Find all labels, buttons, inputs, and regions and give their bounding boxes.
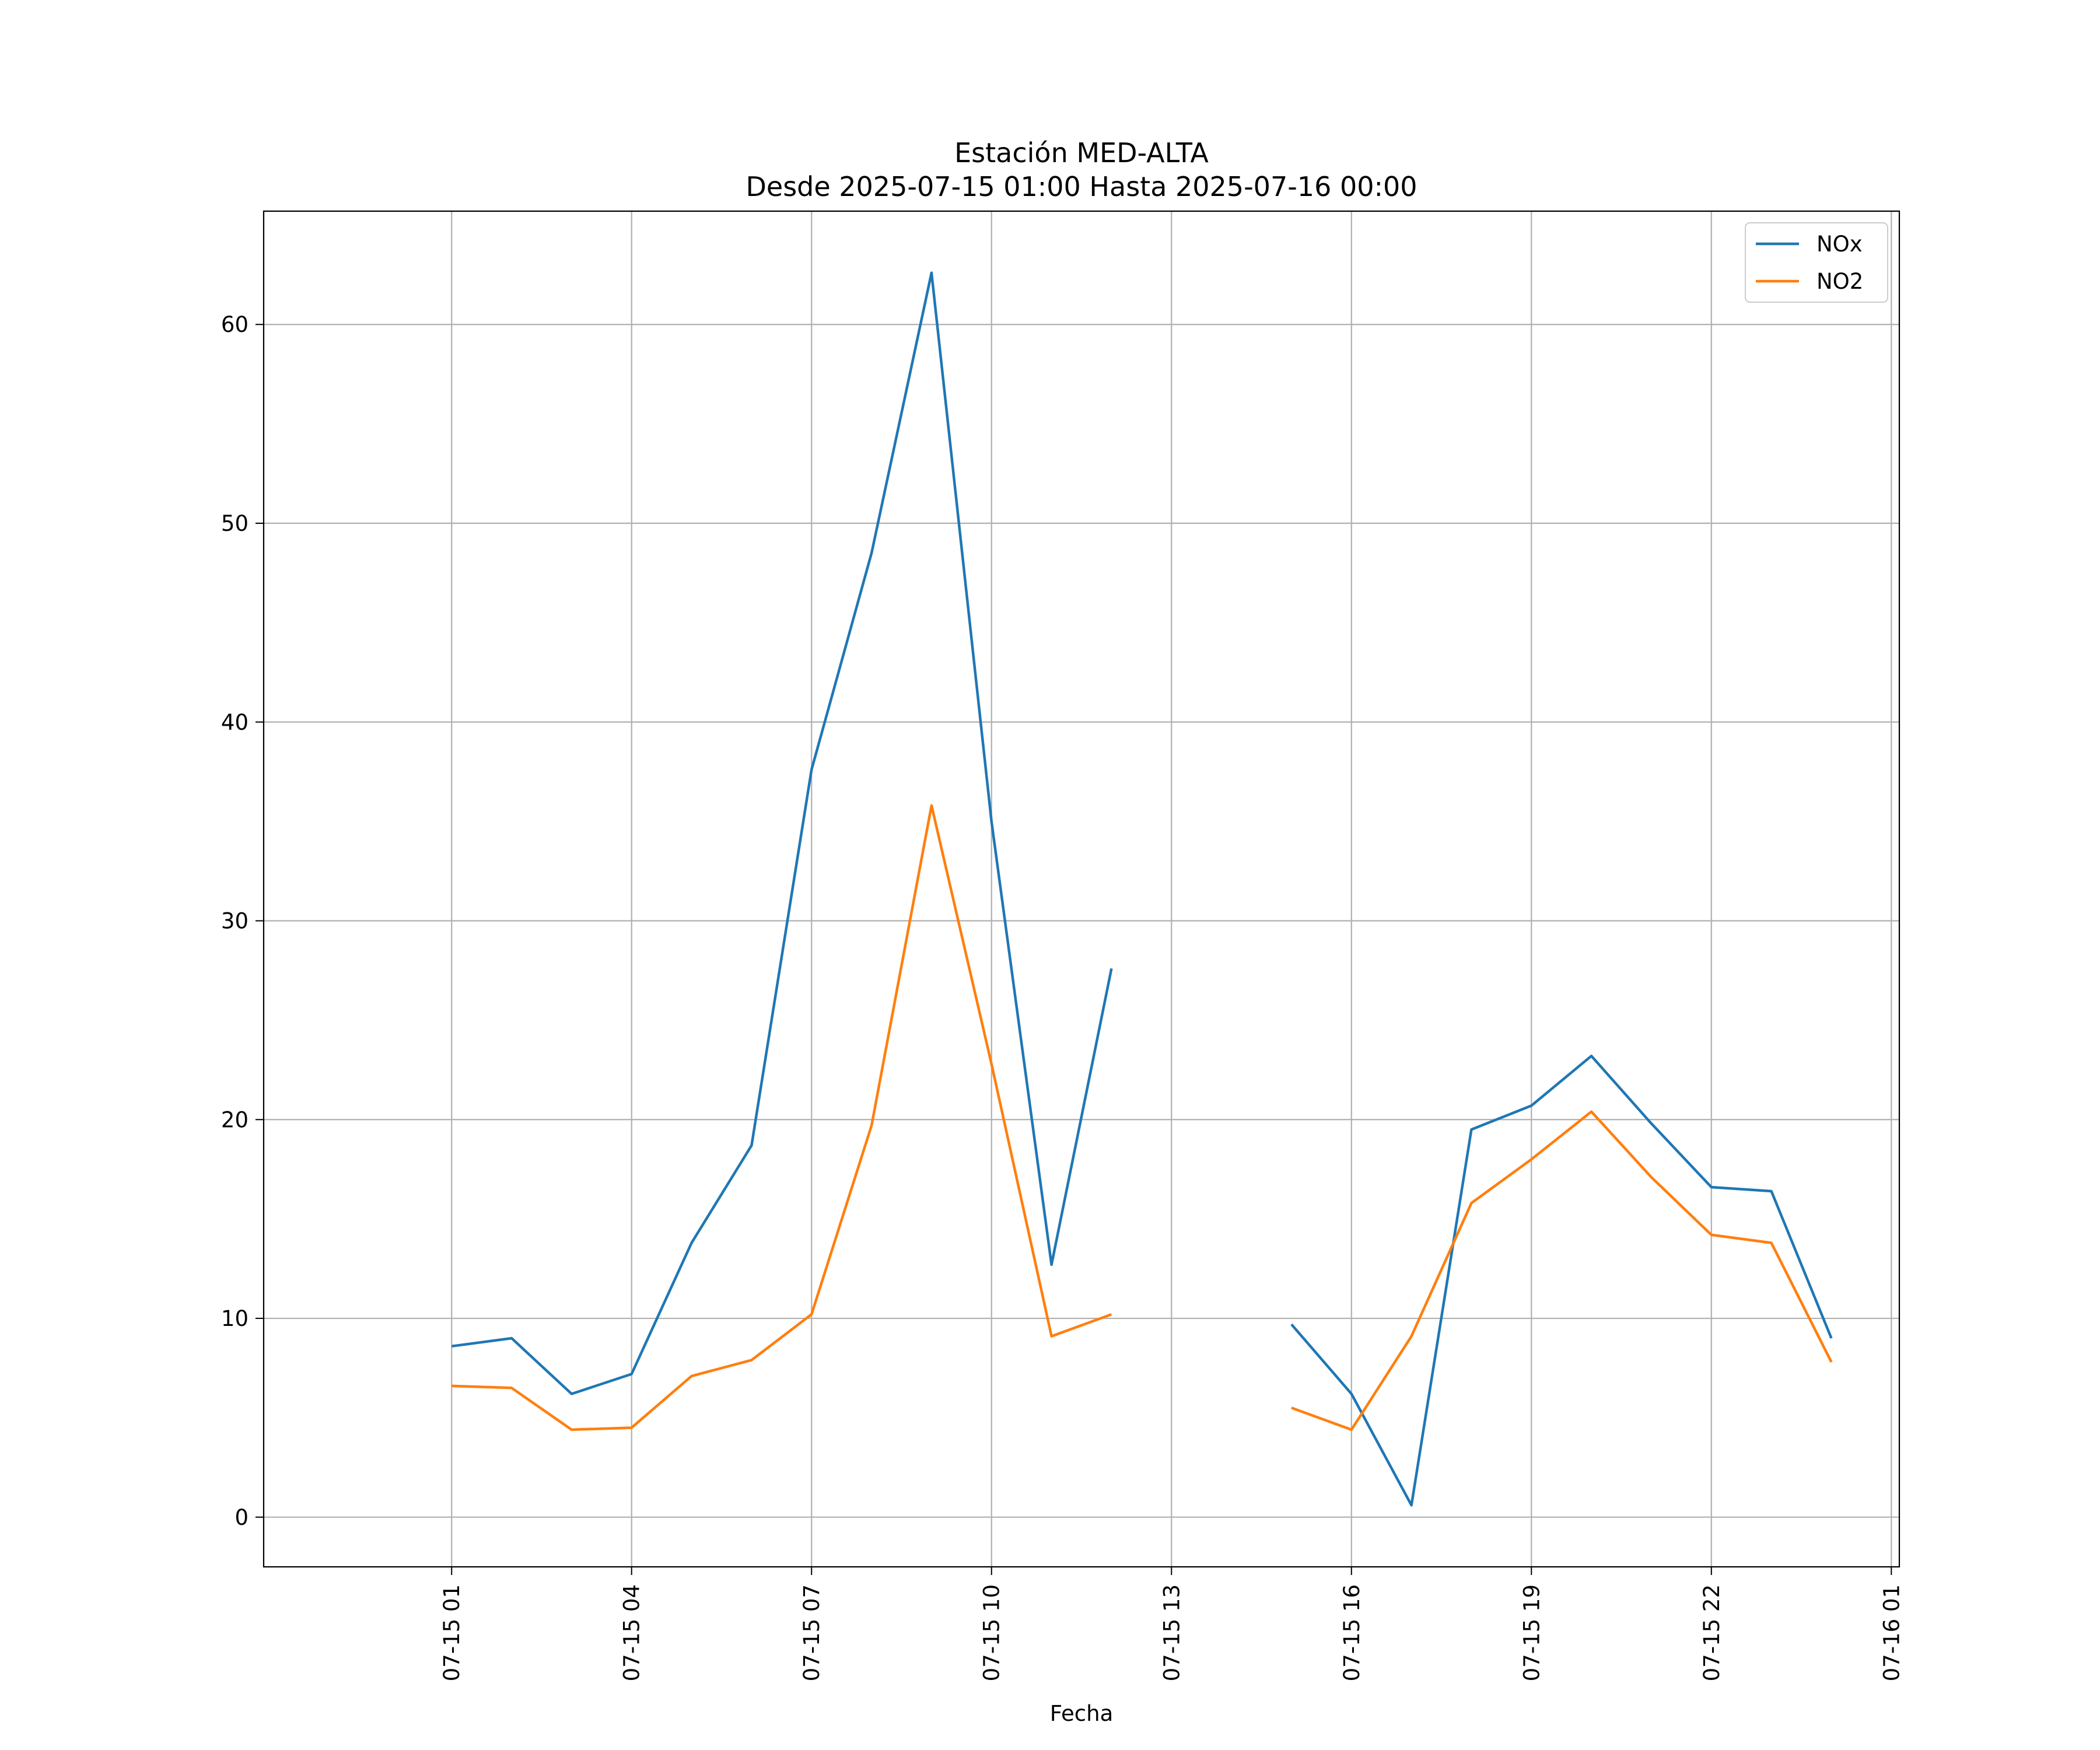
series-line-nox (451, 271, 1113, 1395)
axes (262, 210, 1901, 1568)
y-tick-label: 40 (221, 710, 249, 735)
series-lines (451, 271, 1833, 1507)
y-tick-label: 10 (221, 1306, 249, 1331)
x-tick-label: 07-15 07 (799, 1584, 824, 1681)
y-axis-ticks: 0 10 20 30 40 50 60 (221, 312, 264, 1530)
y-tick-label: 30 (221, 909, 249, 934)
y-tick-label: 0 (235, 1505, 249, 1530)
grid (264, 211, 1899, 1567)
series-line-no2 (452, 804, 1112, 1432)
x-tick-label: 07-15 10 (979, 1584, 1005, 1681)
legend-label-nox: NOx (1817, 232, 1863, 257)
x-tick-label: 07-15 16 (1339, 1584, 1364, 1681)
series-line-nox (1290, 1054, 1833, 1507)
plot-frame (262, 210, 1901, 1568)
chart-subtitle: Desde 2025-07-15 01:00 Hasta 2025-07-16 … (746, 171, 1417, 202)
x-tick-label: 07-15 01 (439, 1584, 464, 1681)
y-tick-label: 50 (221, 511, 249, 536)
chart-title: Estación MED-ALTA (954, 137, 1209, 169)
x-tick-label: 07-15 22 (1699, 1584, 1724, 1681)
y-tick-label: 20 (221, 1107, 249, 1132)
series-line-no2 (1291, 1110, 1833, 1432)
x-axis-label: Fecha (1050, 1701, 1114, 1726)
x-tick-label: 07-15 19 (1519, 1584, 1544, 1681)
x-tick-label: 07-15 13 (1159, 1584, 1184, 1681)
x-axis-ticks: 07-15 01 07-15 04 07-15 07 07-15 10 07-15 13… (439, 1567, 1904, 1681)
x-tick-label: 07-16 01 (1879, 1584, 1904, 1681)
y-tick-label: 60 (221, 312, 249, 337)
legend-label-no2: NO2 (1817, 269, 1863, 294)
x-tick-label: 07-15 04 (620, 1584, 645, 1681)
legend: NOx NO2 (1745, 222, 1888, 303)
